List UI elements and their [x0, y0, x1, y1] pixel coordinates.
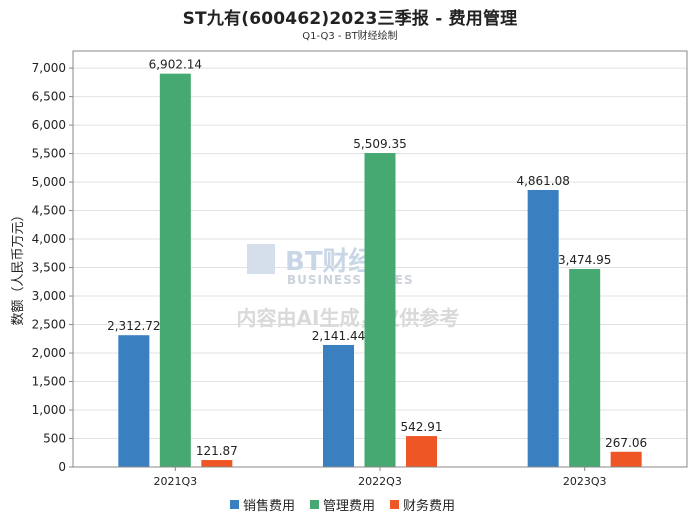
bar	[610, 451, 642, 467]
y-tick-label: 0	[58, 460, 66, 474]
y-tick-label: 3,000	[32, 289, 66, 303]
watermark-brand: BT财经	[285, 246, 375, 277]
y-tick-label: 1,000	[32, 403, 66, 417]
y-tick-label: 500	[43, 432, 66, 446]
legend-label: 财务费用	[403, 498, 455, 514]
y-tick-label: 4,000	[32, 232, 66, 246]
y-tick-label: 5,500	[32, 147, 66, 161]
legend: 销售费用 管理费用 财务费用	[230, 498, 455, 514]
y-tick-label: 6,000	[32, 118, 66, 132]
x-tick-label: 2021Q3	[154, 475, 198, 488]
y-tick-label: 5,000	[32, 175, 66, 189]
legend-label: 管理费用	[323, 499, 375, 514]
chart-subtitle: Q1-Q3 - BT财经绘制	[302, 31, 398, 42]
x-tick-label: 2023Q3	[563, 475, 607, 488]
bar	[159, 73, 191, 467]
y-tick-label: 7,000	[32, 61, 66, 75]
data-label: 4,861.08	[516, 174, 569, 188]
x-tick-label: 2022Q3	[358, 475, 402, 488]
y-tick-label: 1,500	[32, 375, 66, 389]
bar	[406, 436, 437, 467]
bar	[569, 268, 601, 467]
y-tick-label: 2,000	[32, 346, 66, 360]
data-label: 3,474.95	[558, 253, 611, 267]
y-tick-label: 4,500	[32, 204, 66, 218]
legend-swatch	[230, 500, 239, 509]
data-label: 2,312.72	[107, 319, 160, 333]
data-label: 6,902.14	[149, 58, 202, 72]
bars-layer: 2,312.72 6,902.14 121.87 2,141.44 5,509.35 54…	[107, 58, 647, 467]
axis-layer: 0 500 1,000 1,500 2,000 2,500 3,000 3,500 4,000 4…	[32, 50, 688, 488]
chart-title: ST九有(600462)2023三季报 - 费用管理	[182, 9, 518, 29]
legend-swatch	[310, 500, 319, 509]
y-tick-label: 2,500	[32, 318, 66, 332]
bar	[118, 335, 150, 467]
y-tick-label: 3,500	[32, 261, 66, 275]
bar	[364, 153, 396, 467]
data-label: 542.91	[401, 420, 443, 434]
bar	[527, 189, 559, 467]
legend-label: 销售费用	[243, 498, 295, 514]
watermark-notice: 内容由AI生成，仅供参考	[237, 306, 460, 330]
legend-swatch	[390, 500, 399, 509]
bar	[201, 460, 233, 467]
y-axis-label: 数额（人民币万元）	[11, 208, 26, 325]
data-label: 121.87	[196, 444, 238, 458]
watermark-logo-icon	[247, 244, 275, 274]
data-label: 267.06	[605, 436, 647, 450]
bar	[323, 344, 354, 467]
y-tick-label: 6,500	[32, 90, 66, 104]
data-label: 2,141.44	[312, 329, 365, 343]
data-label: 5,509.35	[353, 137, 406, 151]
watermark: BT财经 BUSINESS TIMES 内容由AI生成，仅供参考	[237, 244, 460, 330]
